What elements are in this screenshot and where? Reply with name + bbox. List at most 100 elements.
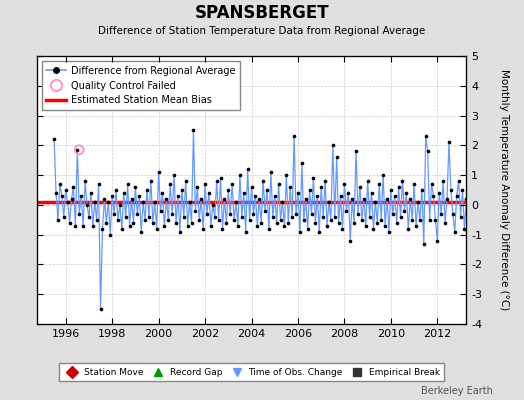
Point	[239, 190, 248, 196]
Point	[61, 187, 70, 193]
Point	[428, 181, 436, 187]
Point	[75, 211, 83, 217]
Point	[269, 214, 277, 220]
Point	[73, 146, 82, 153]
Point	[242, 228, 250, 235]
Point	[410, 181, 418, 187]
Point	[344, 190, 353, 196]
Point	[58, 193, 66, 199]
Point	[213, 178, 221, 184]
Point	[116, 202, 124, 208]
Point	[298, 160, 306, 166]
Point	[206, 222, 215, 229]
Point	[308, 211, 316, 217]
Point	[470, 190, 478, 196]
Point	[176, 228, 184, 235]
Point	[108, 193, 116, 199]
Point	[485, 184, 494, 190]
Point	[385, 228, 393, 235]
Point	[86, 190, 95, 196]
Point	[125, 222, 134, 229]
Point	[334, 220, 343, 226]
Point	[220, 196, 228, 202]
Point	[226, 211, 234, 217]
Point	[141, 216, 149, 223]
Point	[162, 196, 170, 202]
Point	[189, 127, 198, 134]
Point	[472, 222, 480, 229]
Point	[331, 214, 339, 220]
Point	[352, 148, 360, 154]
Point	[367, 190, 376, 196]
Point	[197, 196, 205, 202]
Point	[358, 216, 366, 223]
Point	[404, 226, 412, 232]
Point	[191, 208, 200, 214]
Point	[67, 196, 75, 202]
Y-axis label: Monthly Temperature Anomaly Difference (°C): Monthly Temperature Anomaly Difference (…	[499, 69, 509, 311]
Point	[476, 214, 484, 220]
Point	[437, 211, 445, 217]
Point	[280, 222, 289, 229]
Point	[446, 187, 455, 193]
Point	[255, 196, 264, 202]
Point	[211, 214, 219, 220]
Point	[147, 178, 155, 184]
Point	[160, 222, 169, 229]
Point	[156, 208, 165, 214]
Point	[464, 214, 473, 220]
Point	[201, 181, 209, 187]
Point	[482, 196, 490, 202]
Point	[261, 208, 269, 214]
Point	[484, 216, 492, 223]
Point	[81, 178, 89, 184]
Point	[284, 220, 292, 226]
Point	[395, 184, 403, 190]
Point	[185, 199, 194, 205]
Point	[377, 216, 385, 223]
Point	[392, 220, 401, 226]
Point	[319, 214, 328, 220]
Point	[253, 222, 261, 229]
Point	[389, 211, 397, 217]
Point	[414, 199, 422, 205]
Point	[66, 220, 74, 226]
Point	[193, 184, 202, 190]
Point	[263, 187, 271, 193]
Point	[364, 178, 372, 184]
Point	[333, 154, 341, 160]
Point	[286, 184, 294, 190]
Point	[478, 187, 486, 193]
Point	[152, 226, 161, 232]
Point	[420, 240, 428, 247]
Point	[127, 196, 136, 202]
Point	[77, 193, 85, 199]
Point	[387, 187, 395, 193]
Point	[423, 148, 432, 154]
Point	[96, 306, 105, 312]
Point	[170, 172, 178, 178]
Point	[224, 187, 233, 193]
Point	[99, 226, 107, 232]
Point	[143, 187, 151, 193]
Point	[259, 178, 267, 184]
Point	[346, 238, 354, 244]
Point	[102, 220, 111, 226]
Point	[187, 220, 195, 226]
Point	[104, 199, 113, 205]
Point	[135, 193, 144, 199]
Point	[85, 214, 93, 220]
Point	[275, 181, 283, 187]
Point	[172, 220, 180, 226]
Point	[300, 216, 308, 223]
Point	[340, 181, 348, 187]
Point	[238, 214, 246, 220]
Point	[356, 184, 364, 190]
Point	[303, 226, 312, 232]
Point	[445, 139, 453, 146]
Point	[155, 169, 163, 175]
Point	[114, 216, 122, 223]
Point	[348, 196, 356, 202]
Point	[71, 222, 80, 229]
Point	[379, 172, 387, 178]
